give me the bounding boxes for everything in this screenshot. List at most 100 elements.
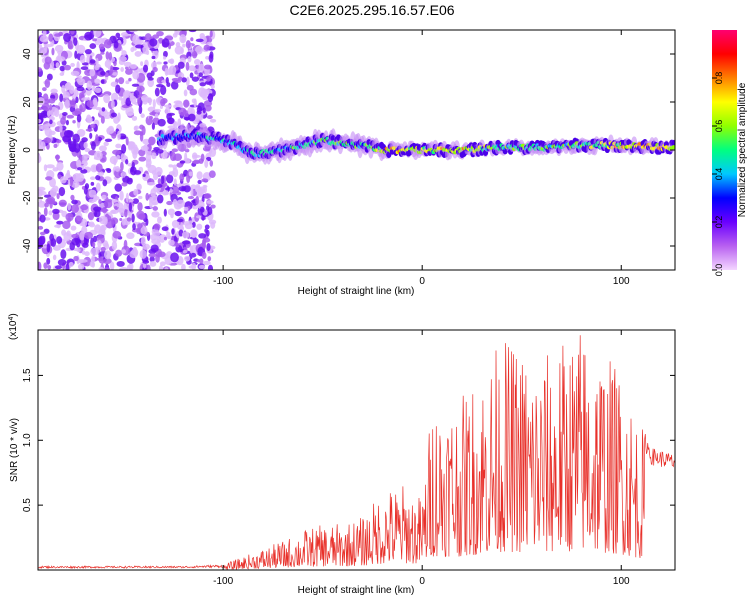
spectrogram-noise-cell (104, 267, 110, 270)
spectrogram-noise-cell (201, 251, 207, 260)
spectrogram-noise-cell (126, 264, 133, 270)
spectrogram-noise-cell (182, 249, 188, 254)
snr-multiplier-exp: 4 (8, 317, 15, 321)
spectrogram-noise-cell (152, 98, 156, 109)
spectrogram-noise-cell (204, 159, 209, 168)
spectrogram-noise-cell (39, 214, 46, 223)
spectrogram-noise-cell (106, 168, 112, 173)
spectrogram-noise-cell (186, 84, 194, 91)
spectrogram-noise-cell (201, 178, 209, 183)
spectrogram-noise-cell (138, 105, 143, 114)
spectrogram-noise-cell (92, 97, 98, 106)
spectrogram-noise-cell (79, 231, 85, 241)
spectrogram-noise-cell (132, 223, 136, 231)
spectrogram-noise-cell (80, 66, 89, 71)
snr-y-tick-label: 1.0 (22, 433, 33, 447)
spectrogram-noise-cell (101, 194, 107, 200)
spectrogram-noise-cell (49, 187, 57, 198)
spectrogram-noise-cell (108, 51, 113, 61)
spectrogram-noise-cell (101, 206, 108, 214)
colorbar-tick-label: 0.2 (714, 216, 724, 229)
spectrogram-noise-cell (84, 147, 90, 153)
spectrogram-noise-cell (174, 45, 184, 55)
spectrogram-noise-cell (63, 64, 71, 71)
spectrogram-noise-cell (174, 79, 182, 84)
spectrogram-noise-cell (116, 260, 125, 267)
spectrogram-noise-cell (98, 145, 107, 152)
spectrogram-noise-cell (172, 167, 179, 178)
spectrogram-noise-cell (121, 249, 126, 254)
spectrogram-noise-cell (195, 196, 200, 205)
spectrogram-noise-cell (67, 39, 73, 49)
spectrogram-noise-cell (49, 104, 53, 111)
spectrogram-noise-cell (88, 189, 97, 198)
spectrogram-noise-cell (204, 80, 213, 85)
spectrogram-noise-cell (67, 202, 72, 211)
spectrogram-noise-cell (46, 257, 51, 265)
spectrogram-noise-cell (141, 95, 149, 103)
spectrogram-noise-cell (67, 138, 72, 146)
spectrogram-noise-cell (146, 182, 156, 186)
spectrogram-noise-cell (191, 230, 197, 238)
spectrogram-noise-cell (177, 61, 185, 69)
spectrogram-noise-cell (73, 255, 79, 262)
spectrogram-noise-cell (142, 64, 149, 73)
spectrogram-noise-cell (157, 118, 166, 127)
spectrogram-noise-cell (42, 93, 49, 102)
spectrogram-noise-cell (125, 97, 132, 107)
colorbar-label: Normalized spectral amplitude (737, 82, 748, 217)
spectrogram-noise-cell (137, 202, 143, 212)
spectrogram-noise-cell (45, 164, 55, 169)
spectrogram-noise-cell (188, 171, 193, 177)
spectrogram-noise-cell (125, 136, 129, 146)
spectrogram-noise-cell (110, 92, 119, 102)
spectrogram-noise-cell (65, 263, 70, 270)
spectrogram-noise-cell (166, 200, 173, 206)
spectrogram-noise-cell (100, 246, 106, 252)
spectrogram-noise-cell (81, 97, 90, 101)
spectrogram-noise-cell (43, 137, 52, 144)
spectrogram-noise-cell (204, 104, 212, 112)
spectrogram-noise-cell (163, 56, 167, 60)
spectrogram-noise-cell (146, 264, 151, 270)
spectrogram-noise-cell (207, 256, 212, 262)
spectrogram-noise-cell (104, 138, 113, 143)
snr-x-tick-label: -100 (213, 576, 233, 587)
spectrogram-noise-cell (134, 125, 140, 130)
spectrogram-noise-cell (38, 118, 42, 124)
spectrogram-noise-cell (46, 110, 51, 117)
spectrogram-noise-cell (185, 61, 190, 71)
spectrogram-noise-cell (174, 210, 182, 217)
spectrogram-noise-cell (157, 194, 164, 204)
spectrogram-noise-cell (160, 85, 167, 96)
spectrogram-noise-cell (176, 183, 183, 187)
colorbar-ticks: 0.0 0.2 0.4 0.6 0.8 (712, 72, 724, 276)
spectrogram-noise-cell (115, 249, 123, 257)
spectrogram-noise-cell (171, 228, 175, 235)
spectrogram-noise-cell (103, 39, 113, 49)
spectrogram-noise-cell (208, 170, 216, 179)
spectrogram-noise-cell (112, 149, 121, 155)
spectrogram-noise-cell (140, 61, 144, 67)
spectrogram-noise-cell (46, 243, 51, 253)
spectrogram-noise-cell (93, 156, 99, 160)
spectrogram-noise-cell (44, 202, 49, 208)
spectrogram-noise-cell (198, 72, 203, 78)
spectrogram-noise-cell (89, 68, 96, 77)
spectrogram-noise-cell (209, 160, 214, 167)
spectrogram-noise-cell (205, 56, 210, 60)
spectrogram-noise-cell (72, 133, 80, 144)
spectrogram-y-tick-label: 20 (22, 96, 33, 108)
snr-y-tick-label: 0.5 (22, 498, 33, 512)
spectrogram-noise-cell (153, 223, 161, 230)
spectrogram-noise-cell (210, 221, 216, 229)
snr-x-tick-label: 100 (613, 576, 630, 587)
spectrogram-noise-cell (38, 67, 43, 72)
spectrogram-noise-cell (110, 112, 118, 118)
spectrogram-noise-cell (80, 169, 88, 174)
spectrogram-noise-cell (169, 188, 173, 193)
spectrogram-noise-cell (70, 194, 75, 201)
spectrogram-noise-cell (181, 77, 187, 83)
spectrogram-noise-cell (94, 64, 100, 71)
spectrogram-noise-cell (79, 54, 86, 64)
